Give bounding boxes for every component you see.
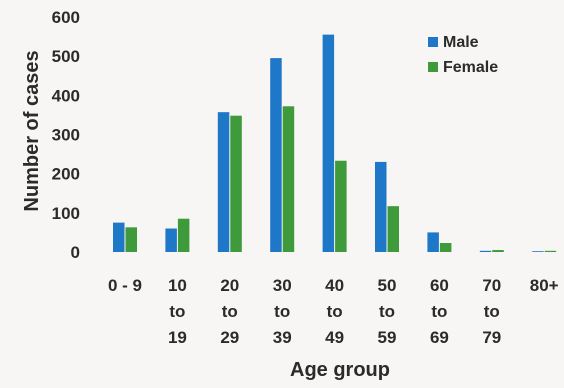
y-tick-label: 0 [71, 243, 80, 262]
bar-female [282, 106, 295, 252]
x-tick-label: 30 to 39 [273, 276, 292, 347]
bar-female [335, 160, 347, 252]
bar-female [544, 250, 557, 252]
bar-male [479, 250, 492, 252]
bar-female [439, 242, 452, 252]
bar-female [177, 218, 190, 252]
x-tick-line: 70 [482, 276, 501, 295]
legend-swatch-male [428, 37, 438, 47]
x-tick-line: 0 - 9 [108, 276, 142, 295]
x-tick-line: to [222, 302, 238, 321]
bar-male [217, 112, 230, 252]
bar-male [322, 34, 335, 252]
bars [113, 34, 557, 252]
bar-female [492, 250, 504, 252]
bar-male [375, 161, 387, 252]
y-tick-label: 500 [52, 47, 80, 66]
x-tick-line: 49 [325, 328, 344, 347]
y-axis-ticks: 0 100 200 300 400 500 600 [52, 8, 80, 262]
x-tick-label: 60 to 69 [430, 276, 449, 347]
x-tick-line: to [431, 302, 447, 321]
legend-label-female: Female [443, 59, 498, 76]
legend-swatch-female [428, 62, 438, 72]
x-tick-line: to [379, 302, 395, 321]
y-axis-title: Number of cases [21, 50, 43, 211]
x-tick-label: 70 to 79 [482, 276, 501, 347]
bar-female [230, 115, 242, 252]
x-tick-label: 40 to 49 [325, 276, 344, 347]
legend: Male Female [428, 34, 498, 76]
x-tick-line: 69 [430, 328, 449, 347]
bar-male [427, 232, 439, 252]
x-tick-line: 80+ [530, 276, 559, 295]
bar-male [113, 222, 125, 252]
x-tick-label: 50 to 59 [378, 276, 397, 347]
bar-female [125, 227, 137, 252]
bar-male [165, 228, 177, 252]
x-tick-line: 30 [273, 276, 292, 295]
x-tick-line: 50 [378, 276, 397, 295]
x-tick-line: 29 [220, 328, 239, 347]
x-tick-line: 10 [168, 276, 187, 295]
x-tick-line: 39 [273, 328, 292, 347]
bar-male [532, 251, 544, 252]
y-tick-label: 100 [52, 204, 80, 223]
legend-label-male: Male [443, 34, 479, 51]
x-tick-label: 10 to 19 [168, 276, 187, 347]
x-tick-line: to [484, 302, 500, 321]
bar-female [387, 206, 399, 252]
y-tick-label: 200 [52, 165, 80, 184]
x-tick-line: 40 [325, 276, 344, 295]
bar-male [270, 58, 282, 252]
x-axis-title: Age group [290, 359, 390, 381]
x-tick-line: to [274, 302, 290, 321]
y-tick-label: 600 [52, 8, 80, 27]
x-tick-label: 20 to 29 [220, 276, 239, 347]
x-tick-label: 80+ [530, 276, 559, 295]
x-tick-line: 79 [482, 328, 501, 347]
x-tick-line: 59 [378, 328, 397, 347]
y-tick-label: 300 [52, 126, 80, 145]
x-tick-line: to [169, 302, 185, 321]
x-tick-label: 0 - 9 [108, 276, 142, 295]
y-tick-label: 400 [52, 86, 80, 105]
x-tick-line: 20 [220, 276, 239, 295]
x-tick-line: 19 [168, 328, 187, 347]
x-tick-line: 60 [430, 276, 449, 295]
x-tick-line: to [327, 302, 343, 321]
